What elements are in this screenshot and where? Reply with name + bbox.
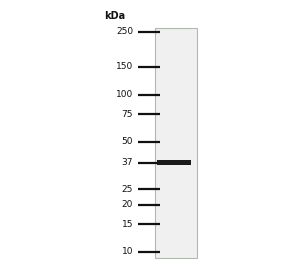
Text: 10: 10 <box>122 248 133 257</box>
Text: kDa: kDa <box>105 11 126 21</box>
Text: 20: 20 <box>122 200 133 209</box>
Text: 250: 250 <box>116 28 133 37</box>
Text: 50: 50 <box>122 138 133 147</box>
Text: 100: 100 <box>116 90 133 99</box>
Text: 25: 25 <box>122 185 133 194</box>
Bar <box>157 160 191 165</box>
Text: 37: 37 <box>122 158 133 167</box>
Text: 150: 150 <box>116 62 133 72</box>
Text: 75: 75 <box>122 110 133 119</box>
Text: 15: 15 <box>122 220 133 229</box>
Bar <box>155 28 197 258</box>
